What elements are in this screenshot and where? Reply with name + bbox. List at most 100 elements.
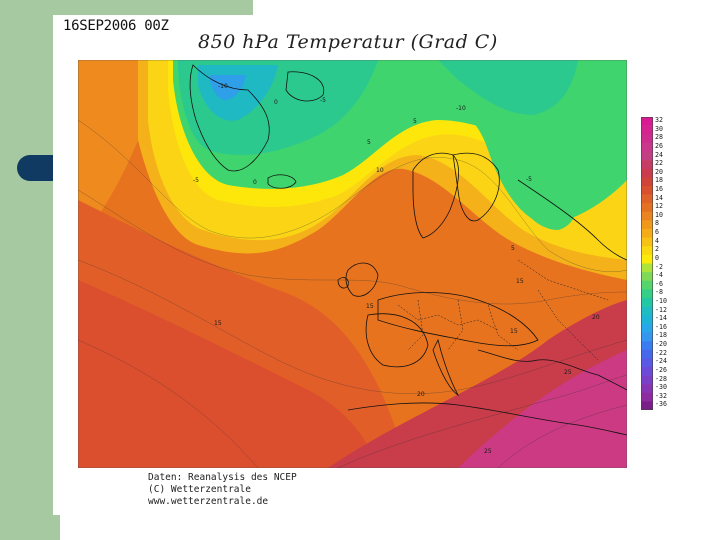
scale-swatch [641,125,653,135]
iberia-coast [365,313,429,368]
scale-label: 18 [655,176,663,185]
scale-swatch [641,185,653,195]
scale-swatch [641,142,653,152]
scale-swatch [641,134,653,144]
scale-swatch [641,349,653,359]
scale-swatch [641,306,653,316]
label-25-levant: 25 [564,369,572,376]
scale-label: 24 [655,150,663,159]
scale-label: 14 [655,193,663,202]
label-25-africa: 25 [484,448,492,455]
scale-swatch [641,177,653,187]
finland-coast [452,152,500,222]
scale-label: -22 [655,348,667,357]
scale-swatch [641,246,653,256]
russia-coast [517,179,627,261]
scale-label: -18 [655,331,667,340]
isotherms [78,119,627,468]
scale-swatch [641,280,653,290]
label-15-biscay: 15 [366,303,374,310]
scale-swatch [641,315,653,325]
scale-swatch [641,117,653,126]
scale-label: 32 [655,116,663,124]
field-teal-north [438,60,578,115]
label-minus5-east: -5 [526,176,532,183]
scale-swatch [641,297,653,307]
scale-swatch [641,289,653,299]
scale-swatch [641,341,653,350]
scale-swatch [641,272,653,282]
label-5-norway: 5 [413,118,417,125]
label-minus5-north: -5 [320,97,326,104]
color-scale-bar [641,117,653,410]
scale-label: 8 [655,219,659,228]
date-stamp: 16SEP2006 00Z [63,18,169,34]
italy-coast [432,338,460,397]
scale-label: -28 [655,374,667,383]
scale-swatch [641,229,653,238]
scale-swatch [641,384,653,394]
temperature-map: -10 -5 -5 -10 -5 0 0 5 5 5 10 15 15 15 1… [78,60,627,468]
scale-label: 28 [655,133,663,142]
scale-label: -20 [655,340,667,349]
slide-tab [17,155,60,181]
ireland-coast [337,277,349,289]
label-15-balkan: 15 [510,328,518,335]
field-green-russia [508,158,577,230]
scale-label: 26 [655,141,663,150]
scale-label: -16 [655,322,667,331]
borders [397,259,609,361]
scale-label: -2 [655,262,663,271]
scale-swatch [641,160,653,170]
scale-label: 30 [655,124,663,133]
scale-label: -30 [655,383,667,392]
scale-label: 2 [655,245,659,254]
scale-swatch [641,323,653,333]
scale-frame [641,117,653,410]
island-coast-north [285,71,325,102]
label-15-russia: 15 [516,278,524,285]
scale-label: 10 [655,210,663,219]
scale-swatch [641,151,653,161]
label-20-med: 20 [417,391,425,398]
scandinavia-coast [412,152,459,239]
europe-coast [377,292,539,347]
scale-swatch [641,375,653,385]
label-0-greenland: 0 [274,99,278,106]
scale-label: 20 [655,167,663,176]
label-10-baltic: 10 [376,167,384,174]
field-green-east [408,60,627,225]
scale-label: -8 [655,288,663,297]
color-scale [641,117,653,410]
scale-swatch [641,358,653,368]
scale-swatch [641,203,653,213]
scale-label: -12 [655,305,667,314]
scale-label: 4 [655,236,659,245]
scale-label: -36 [655,400,667,409]
scale-label: -6 [655,279,663,288]
data-credits: Daten: Reanalysis des NCEP (C) Wetterzen… [148,472,297,508]
label-5-east: 5 [511,245,515,252]
credit-line-website: www.wetterzentrale.de [148,496,269,507]
scale-swatch [641,332,653,342]
scale-swatch [641,366,653,376]
label-20-turkey: 20 [592,314,600,321]
scale-swatch [641,263,653,273]
scale-swatch [641,194,653,204]
scale-label: 12 [655,202,663,211]
top-band [60,0,253,15]
color-scale-labels: 32 30 28 26 24 22 20 18 16 14 12 10 8 6 4 2 0 -2 -4 -6 -8 -10… [655,117,675,410]
label-5-sea: 5 [367,139,371,146]
credit-line-source: Daten: Reanalysis des NCEP [148,472,297,483]
scale-label: -14 [655,314,667,323]
scale-swatch [641,237,653,247]
balkan-turkey-coast [477,349,627,391]
scale-swatch [641,392,653,402]
label-minus10-east: -10 [456,105,466,112]
label-15-atlantic: 15 [214,320,222,327]
scale-swatch [641,401,653,410]
iceland-coast [267,174,297,189]
label-0-iceland: 0 [253,179,257,186]
side-panel [0,0,60,540]
scale-label: -4 [655,271,663,280]
